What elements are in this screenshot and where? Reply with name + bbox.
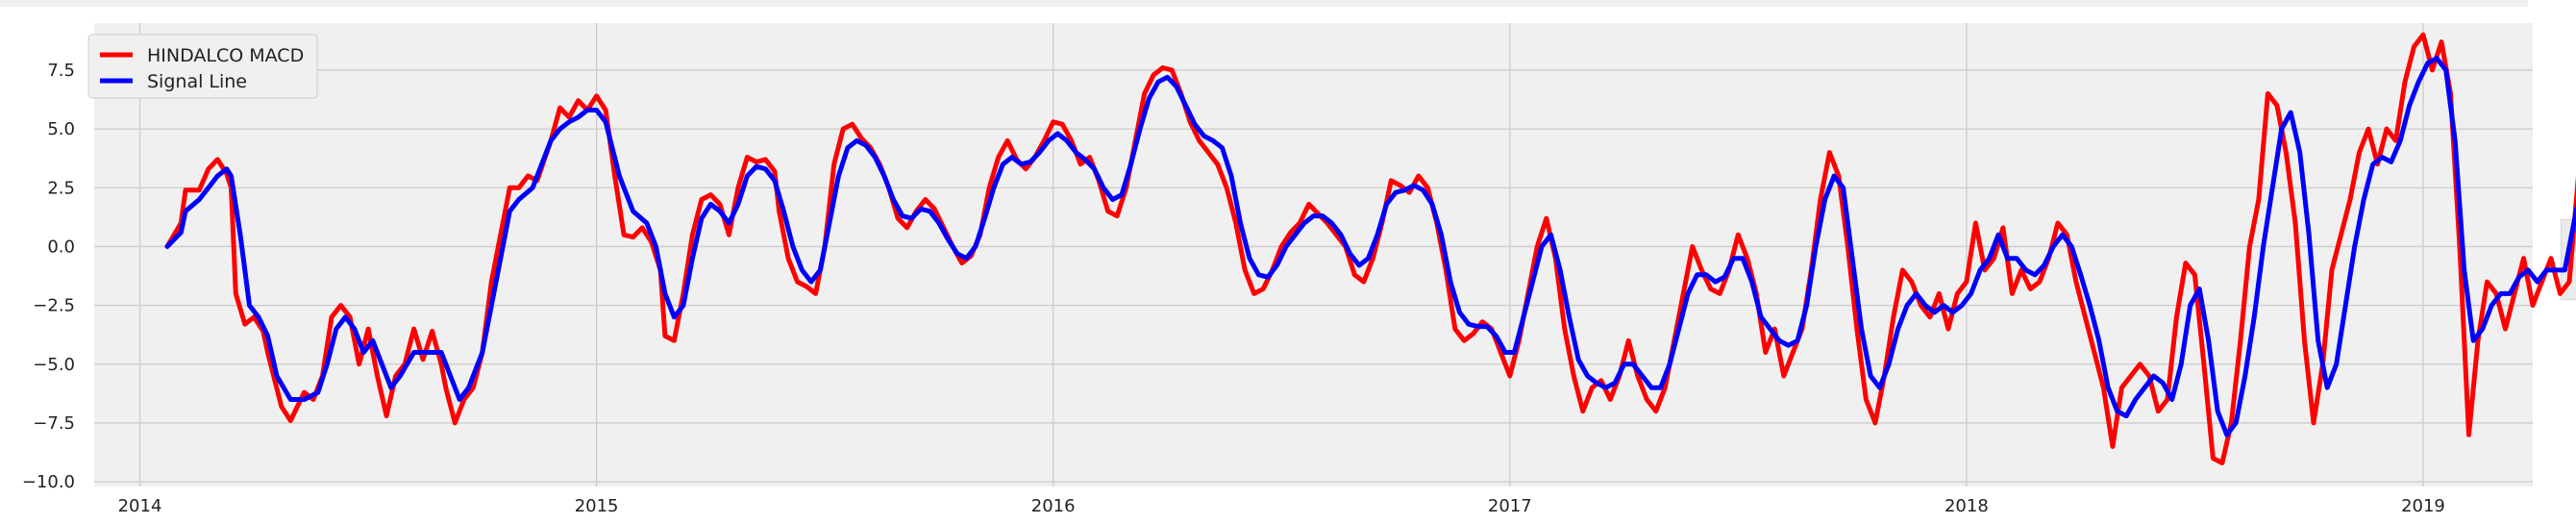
legend-label-signal: Signal Line <box>147 71 247 92</box>
y-tick-label: −5.0 <box>33 355 75 375</box>
legend: HINDALCO MACD Signal Line <box>87 34 318 99</box>
window-top-strip <box>0 0 2528 7</box>
x-tick-label: 2015 <box>575 496 619 516</box>
x-tick-label: 2018 <box>1944 496 1989 516</box>
y-axis-tick-labels: 7.5 5.0 2.5 0.0 −2.5 −5.0 −7.5 −10.0 <box>22 61 75 492</box>
series-line-signal <box>164 56 2576 437</box>
y-tick-label: 2.5 <box>47 178 75 198</box>
y-tick-label: 5.0 <box>47 119 75 139</box>
legend-label-macd: HINDALCO MACD <box>147 45 304 66</box>
y-tick-label: 0.0 <box>47 237 75 257</box>
x-axis-tick-labels: 2014 2015 2016 2017 2018 2019 <box>118 496 2445 516</box>
y-tick-label: −7.5 <box>33 413 75 434</box>
grid-lines <box>94 23 2533 487</box>
series-lines <box>164 32 2576 465</box>
x-tick-label: 2017 <box>1488 496 1532 516</box>
x-tick-label: 2014 <box>118 496 162 516</box>
y-tick-label: −10.0 <box>22 472 75 492</box>
x-tick-label: 2019 <box>2401 496 2445 516</box>
y-tick-label: 7.5 <box>47 61 75 81</box>
legend-box <box>87 34 318 99</box>
x-tick-label: 2016 <box>1031 496 1076 516</box>
y-tick-label: −2.5 <box>33 296 75 316</box>
plot-area-background <box>94 23 2533 487</box>
